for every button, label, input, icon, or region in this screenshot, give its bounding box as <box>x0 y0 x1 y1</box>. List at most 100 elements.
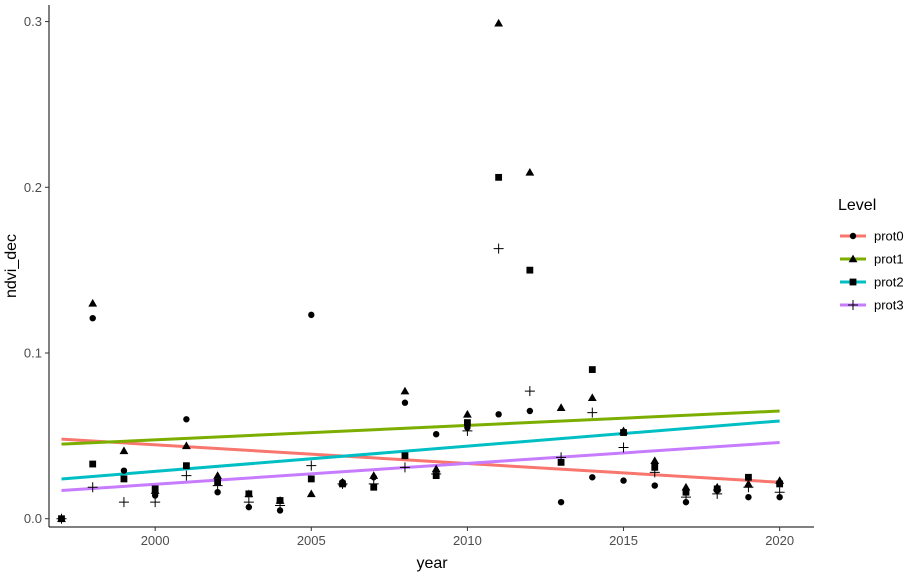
trend-line-prot1 <box>61 409 780 446</box>
data-point-prot3 <box>87 482 98 493</box>
data-point-prot1 <box>213 471 223 479</box>
data-points <box>56 18 785 524</box>
data-point-prot0 <box>526 407 534 415</box>
data-point-prot3 <box>306 460 317 471</box>
data-point-prot1 <box>181 441 191 450</box>
x-tick-label: 2010 <box>453 533 482 548</box>
x-tick-label: 2020 <box>765 533 794 548</box>
data-point-prot3 <box>181 470 192 481</box>
x-axis-ticks: 2000 2005 2010 2015 2020 <box>141 527 794 548</box>
data-point-prot1 <box>587 393 597 402</box>
data-point-prot2 <box>182 462 190 470</box>
data-point-prot0 <box>589 474 596 481</box>
data-point-prot1 <box>681 482 691 491</box>
data-point-prot1 <box>463 409 472 418</box>
legend-title: Level <box>838 197 876 214</box>
data-point-prot1 <box>494 18 504 27</box>
data-point-prot2 <box>745 473 752 481</box>
legend-label: prot3 <box>874 298 904 313</box>
y-tick-label: 0.3 <box>24 14 42 29</box>
y-tick-label: 0.0 <box>24 511 42 526</box>
data-point-prot3 <box>774 487 785 498</box>
legend: Level prot0 prot1 prot2 prot3 <box>838 197 904 313</box>
data-point-prot3 <box>712 488 723 499</box>
y-tick-label: 0.2 <box>24 180 42 195</box>
data-point-prot0 <box>120 467 128 474</box>
data-point-prot2 <box>245 490 253 498</box>
data-point-prot3 <box>649 467 660 478</box>
trend-line-prot3 <box>61 440 780 493</box>
x-tick-label: 2000 <box>141 533 170 548</box>
legend-marker <box>848 254 858 263</box>
x-tick-label: 2005 <box>297 533 326 548</box>
legend-item-prot2: prot2 <box>840 275 904 290</box>
trend-lines <box>61 409 780 493</box>
data-point-prot0 <box>308 311 315 319</box>
legend-label: prot2 <box>874 275 904 290</box>
data-point-prot2 <box>464 419 471 426</box>
data-point-prot0 <box>557 498 565 506</box>
data-point-prot2 <box>526 266 534 274</box>
data-point-prot3 <box>56 513 67 524</box>
data-point-prot3 <box>556 452 567 463</box>
trend-line-prot0 <box>61 437 780 484</box>
data-point-prot0 <box>401 399 409 406</box>
data-point-prot3 <box>399 462 410 473</box>
data-point-prot0 <box>620 477 627 484</box>
legend-item-prot3: prot3 <box>840 298 904 313</box>
data-point-prot2 <box>776 480 784 488</box>
data-point-prot1 <box>369 471 379 479</box>
data-point-prot1 <box>119 446 129 455</box>
x-tick-label: 2015 <box>609 533 638 548</box>
data-point-prot3 <box>462 425 473 436</box>
data-point-prot0 <box>745 493 752 501</box>
legend-label: prot0 <box>874 229 904 244</box>
legend-marker <box>848 300 858 310</box>
data-point-prot1 <box>306 489 316 498</box>
data-point-prot3 <box>337 478 348 489</box>
data-point-prot0 <box>89 315 96 322</box>
data-point-prot2 <box>620 429 627 436</box>
data-point-prot1 <box>88 298 98 307</box>
data-point-prot1 <box>400 386 410 395</box>
y-axis-ticks: 0.0 0.1 0.2 0.3 <box>24 14 49 526</box>
data-point-prot3 <box>680 492 691 503</box>
trend-line-prot2 <box>61 419 780 481</box>
data-point-prot0 <box>651 482 658 489</box>
data-point-prot3 <box>493 243 504 254</box>
data-point-prot2 <box>120 475 128 483</box>
data-point-prot0 <box>151 492 159 499</box>
data-point-prot2 <box>495 173 503 181</box>
legend-label: prot1 <box>874 252 904 267</box>
data-point-prot3 <box>524 386 535 397</box>
data-point-prot3 <box>275 500 286 511</box>
data-point-prot3 <box>431 468 442 479</box>
data-point-prot3 <box>118 497 129 508</box>
x-axis-title: year <box>416 555 448 572</box>
data-point-prot3 <box>212 480 223 491</box>
data-point-prot2 <box>307 475 315 483</box>
data-point-prot3 <box>618 442 629 453</box>
data-point-prot3 <box>150 497 161 508</box>
data-point-prot2 <box>151 485 159 493</box>
data-point-prot0 <box>432 431 440 438</box>
data-point-prot2 <box>401 452 409 460</box>
data-point-prot0 <box>495 411 502 418</box>
legend-marker <box>849 232 857 240</box>
data-point-prot0 <box>214 489 221 496</box>
points-prot3 <box>56 243 785 524</box>
data-point-prot3 <box>587 407 598 418</box>
legend-items: prot0 prot1 prot2 prot3 <box>840 229 904 313</box>
data-point-prot3 <box>243 497 254 508</box>
plot-area <box>56 18 785 524</box>
data-point-prot2 <box>588 366 596 373</box>
data-point-prot2 <box>89 460 97 468</box>
data-point-prot3 <box>368 478 379 489</box>
y-axis-title: ndvi_dec <box>3 234 20 298</box>
data-point-prot1 <box>650 456 660 465</box>
y-tick-label: 0.1 <box>24 346 42 361</box>
data-point-prot1 <box>525 167 535 176</box>
legend-marker <box>849 278 857 286</box>
legend-item-prot0: prot0 <box>840 229 904 244</box>
data-point-prot1 <box>431 464 441 473</box>
